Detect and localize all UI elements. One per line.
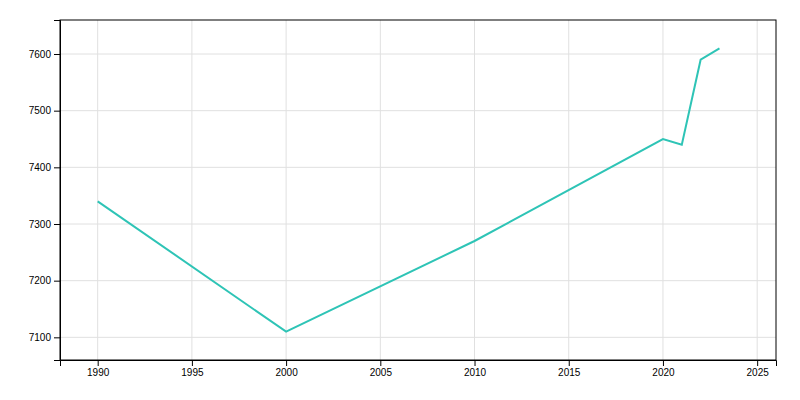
- y-tick-mark: [54, 111, 60, 112]
- grid-line-x: [97, 20, 98, 360]
- y-tick-mark: [54, 224, 60, 225]
- grid-line-x: [474, 20, 475, 360]
- x-tick-mark: [663, 360, 664, 366]
- y-tick: 7400: [29, 162, 60, 173]
- y-tick-mark: [54, 54, 60, 55]
- x-tick-label: 2000: [275, 367, 298, 378]
- x-tick-mark: [475, 360, 476, 366]
- grid-line-y: [60, 54, 776, 55]
- plot-area: 1990 1995 2000 2005 2010 2015 2020 2025 7100 7200…: [29, 20, 777, 378]
- y-tick: 7300: [29, 219, 60, 230]
- grid-line-x: [191, 20, 192, 360]
- x-tick-label: 2015: [558, 367, 581, 378]
- y-tick-mark: [54, 337, 60, 338]
- marks: [98, 48, 720, 331]
- x-tick-mark: [569, 360, 570, 366]
- grid-line-x: [380, 20, 381, 360]
- x-tick-mark: [286, 360, 287, 366]
- y-tick-label: 7100: [29, 332, 52, 343]
- grid-line-y: [60, 110, 776, 111]
- x-tick: 2025: [747, 360, 770, 378]
- y-tick-mark: [54, 167, 60, 168]
- x-tick: 2010: [464, 360, 487, 378]
- grid-line-y: [60, 280, 776, 281]
- x-tick: 2020: [652, 360, 675, 378]
- x-axis: 1990 1995 2000 2005 2010 2015 2020 2025: [61, 360, 777, 378]
- x-tick: 2000: [275, 360, 298, 378]
- x-tick-label: 2010: [464, 367, 487, 378]
- y-tick-label: 7600: [29, 49, 52, 60]
- x-tick-mark: [98, 360, 99, 366]
- grid-line-y: [60, 224, 776, 225]
- x-tick-mark: [192, 360, 193, 366]
- chart-svg: 1990 1995 2000 2005 2010 2015 2020 2025 7100 7200…: [0, 0, 800, 400]
- x-tick: 1990: [87, 360, 110, 378]
- y-tick-mark: [54, 281, 60, 282]
- y-tick-label: 7300: [29, 219, 52, 230]
- y-tick: 7100: [29, 332, 60, 343]
- x-tick-label: 1990: [87, 367, 110, 378]
- grid-line-y: [60, 167, 776, 168]
- x-tick: 1995: [181, 360, 204, 378]
- plot-frame: [60, 20, 776, 360]
- y-tick-label: 7400: [29, 162, 52, 173]
- x-tick-label: 2020: [652, 367, 675, 378]
- x-tick: 2015: [558, 360, 581, 378]
- y-tick: 7200: [29, 275, 60, 286]
- grid-line-x: [662, 20, 663, 360]
- x-tick-mark: [757, 360, 758, 366]
- y-tick-label: 7500: [29, 105, 52, 116]
- grid-line-x: [757, 20, 758, 360]
- y-axis-line: [54, 21, 61, 361]
- x-tick-label: 1995: [181, 367, 204, 378]
- y-tick-label: 7200: [29, 275, 52, 286]
- grid-line-x: [286, 20, 287, 360]
- y-tick: 7600: [29, 49, 60, 60]
- y-tick: 7500: [29, 105, 60, 116]
- data-line: [98, 48, 720, 331]
- y-axis: 7100 7200 7300 7400 7500 7600: [29, 21, 61, 361]
- x-tick-label: 2005: [370, 367, 393, 378]
- x-axis-line: [61, 361, 777, 367]
- x-tick: 2005: [370, 360, 393, 378]
- grid: [60, 20, 776, 360]
- x-tick-label: 2025: [747, 367, 770, 378]
- grid-line-y: [60, 337, 776, 338]
- x-tick-mark: [380, 360, 381, 366]
